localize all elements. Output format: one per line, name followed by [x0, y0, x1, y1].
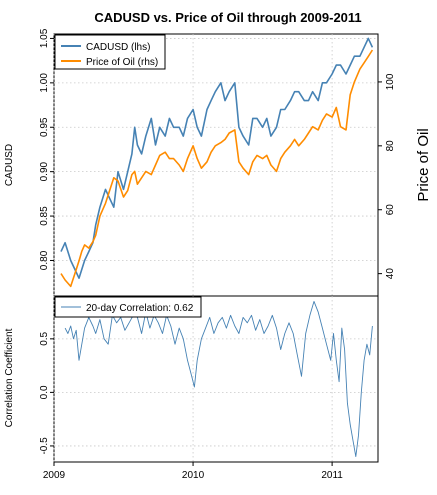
tick-label: 60: [385, 204, 396, 216]
tick-label: 40: [385, 268, 396, 280]
legend-label-correlation: 20-day Correlation: 0.62: [86, 303, 194, 314]
tick-label: 0.0: [39, 385, 50, 399]
tick-label: 1.00: [39, 73, 50, 93]
price-panel-legend: CADUSD (lhs) Price of Oil (rhs): [54, 34, 166, 70]
correlation-series-line: [64, 300, 373, 458]
tick-label: -0.5: [39, 437, 50, 455]
price-legend-box: [54, 34, 166, 70]
tick-label: 0.80: [39, 250, 50, 270]
correlation-axis-label: Correlation Coefficient: [4, 328, 15, 427]
cadusd-axis-label: CADUSD: [4, 144, 15, 186]
tick-label: 80: [385, 140, 396, 152]
oil-price-series-line: [60, 49, 374, 288]
chart-title: CADUSD vs. Price of Oil through 2009-201…: [94, 10, 361, 25]
tick-label: 0.90: [39, 161, 50, 181]
oil-price-axis-label: Price of Oil: [415, 128, 432, 201]
tick-label: 2011: [321, 470, 343, 481]
correlation-panel-legend: 20-day Correlation: 0.62: [54, 296, 202, 318]
tick-label: 100: [385, 73, 396, 90]
legend-label-cadusd: CADUSD (lhs): [86, 42, 150, 53]
correlation-legend-box: [54, 296, 202, 318]
correlation-panel-frame: [53, 295, 379, 463]
time-axis: 2009 2010 2011: [43, 462, 343, 481]
price-panel-grid: [53, 34, 378, 296]
tick-label: 0.95: [39, 117, 50, 137]
legend-label-oil: Price of Oil (rhs): [86, 57, 158, 68]
correlation-panel: -0.5 0.0 0.5 2009 2010 2011 Correlation Coef…: [4, 295, 379, 481]
tick-label: 0.85: [39, 206, 50, 226]
price-panel-frame: [53, 33, 379, 297]
correlation-axis: -0.5 0.0 0.5: [39, 331, 54, 455]
tick-label: 2009: [43, 470, 66, 481]
tick-label: 1.05: [39, 28, 50, 48]
tick-label: 0.5: [39, 331, 50, 345]
cadusd-series-line: [60, 37, 374, 280]
correlation-panel-grid: [53, 296, 378, 462]
price-panel: 0.80 0.85 0.90 0.95 1.00 1.05 40 60 80 100 CADUS…: [4, 28, 432, 297]
correlation-panel-series: [64, 300, 373, 458]
oil-price-axis: 40 60 80 100: [378, 73, 396, 279]
tick-label: 2010: [182, 470, 205, 481]
price-panel-series: [60, 37, 374, 288]
cadusd-axis: 0.80 0.85 0.90 0.95 1.00 1.05: [39, 28, 54, 270]
